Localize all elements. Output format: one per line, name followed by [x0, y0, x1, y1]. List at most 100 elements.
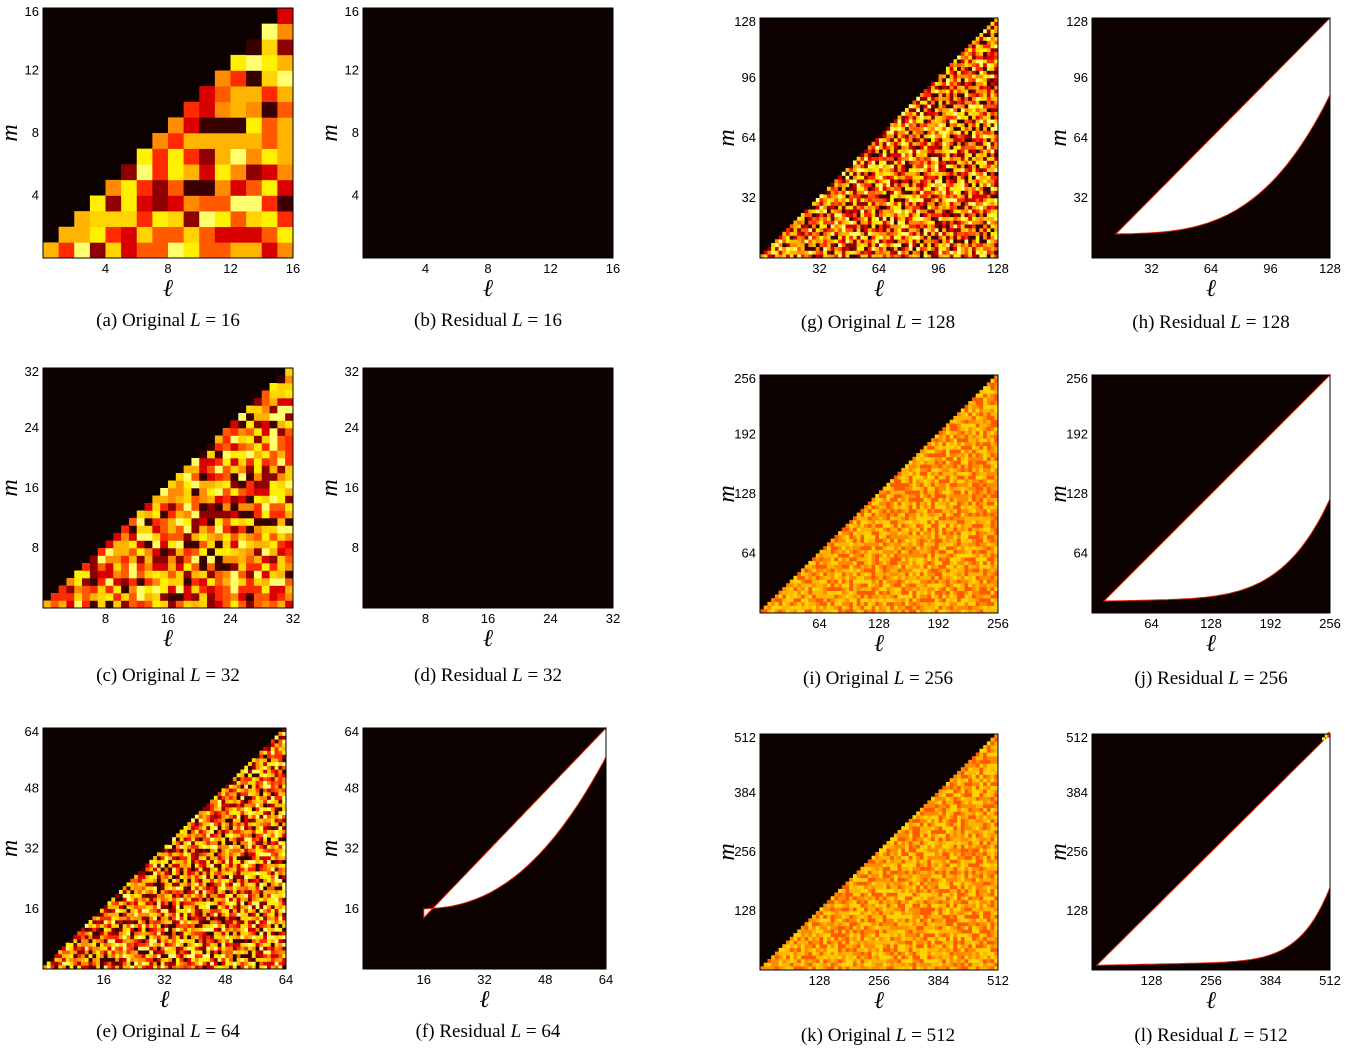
coefficient-cell — [919, 213, 924, 218]
coefficient-cell — [126, 935, 131, 940]
coefficient-cell — [236, 923, 241, 928]
coefficient-cell — [99, 961, 105, 966]
coefficient-cell — [168, 226, 184, 243]
coefficient-cell — [115, 957, 120, 962]
coefficient-cell — [949, 220, 954, 225]
coefficient-cell — [960, 85, 965, 90]
coefficient-cell — [960, 115, 965, 120]
coefficient-cell — [957, 59, 962, 64]
coefficient-cell — [990, 108, 995, 113]
coefficient-cell — [986, 239, 991, 244]
coefficient-cell — [968, 93, 973, 98]
coefficient-cell — [134, 920, 139, 925]
x-tick-label: 16 — [417, 972, 431, 987]
coefficient-cell — [213, 950, 218, 955]
coefficient-cell — [58, 600, 67, 609]
coefficient-cell — [187, 904, 192, 910]
coefficient-cell — [238, 593, 247, 601]
coefficient-cell — [905, 164, 910, 169]
coefficient-cell — [945, 194, 950, 199]
coefficient-cell — [949, 100, 954, 105]
coefficient-cell — [179, 852, 184, 857]
coefficient-cell — [860, 201, 865, 206]
coefficient-cell — [156, 950, 162, 955]
coefficient-cell — [879, 235, 884, 240]
coefficient-cell — [960, 194, 965, 199]
coefficient-cell — [202, 916, 207, 921]
coefficient-cell — [934, 134, 939, 139]
coefficient-cell — [210, 889, 215, 894]
y-axis-label: m — [0, 479, 23, 496]
coefficient-cell — [202, 874, 207, 879]
coefficient-cell — [50, 965, 55, 970]
coefficient-cell — [852, 216, 857, 221]
coefficient-cell — [191, 935, 196, 940]
coefficient-cell — [206, 935, 211, 940]
coefficient-cell — [259, 856, 264, 861]
coefficient-cell — [221, 810, 226, 815]
coefficient-cell — [945, 78, 950, 83]
coefficient-cell — [834, 213, 839, 218]
coefficient-cell — [270, 750, 275, 755]
coefficient-cell — [986, 250, 991, 255]
coefficient-cell — [971, 239, 976, 244]
coefficient-cell — [164, 931, 169, 936]
coefficient-cell — [261, 570, 270, 579]
coefficient-cell — [270, 765, 275, 770]
coefficient-cell — [953, 130, 958, 135]
coefficient-cell — [860, 156, 865, 161]
coefficient-cell — [144, 555, 153, 564]
coefficient-cell — [88, 961, 93, 966]
coefficient-cell — [259, 859, 264, 864]
coefficient-cell — [240, 920, 245, 925]
coefficient-cell — [968, 153, 973, 158]
coefficient-cell — [983, 44, 988, 49]
coefficient-cell — [841, 186, 846, 191]
coefficient-cell — [897, 179, 902, 184]
coefficient-cell — [960, 55, 965, 60]
coefficient-cell — [986, 89, 991, 94]
coefficient-cell — [278, 893, 283, 898]
coefficient-cell — [971, 115, 976, 120]
coefficient-cell — [871, 164, 876, 169]
coefficient-cell — [96, 923, 101, 928]
coefficient-cell — [953, 194, 958, 199]
coefficient-cell — [255, 953, 260, 959]
coefficient-cell — [267, 957, 272, 962]
coefficient-cell — [942, 134, 947, 139]
y-axis-label: m — [317, 840, 343, 857]
coefficient-cell — [199, 600, 208, 609]
coefficient-cell — [949, 198, 954, 203]
coefficient-cell — [261, 480, 270, 489]
coefficient-cell — [278, 897, 283, 902]
coefficient-cell — [875, 220, 880, 225]
coefficient-cell — [912, 228, 917, 233]
coefficient-cell — [282, 822, 287, 827]
coefficient-cell — [221, 901, 226, 906]
coefficient-cell — [97, 578, 106, 586]
coefficient-cell — [897, 183, 902, 188]
coefficient-cell — [979, 250, 984, 255]
coefficient-cell — [210, 803, 215, 808]
coefficient-cell — [986, 59, 991, 64]
coefficient-cell — [845, 224, 850, 229]
coefficient-cell — [905, 250, 910, 255]
coefficient-cell — [238, 548, 247, 556]
coefficient-cell — [945, 175, 950, 180]
coefficient-cell — [194, 837, 199, 842]
panel-caption: (g) Original L = 128 — [778, 312, 978, 334]
coefficient-cell — [222, 488, 231, 496]
coefficient-cell — [864, 250, 869, 255]
coefficient-cell — [270, 874, 275, 879]
coefficient-cell — [261, 525, 270, 534]
coefficient-cell — [202, 867, 207, 872]
coefficient-cell — [953, 235, 958, 240]
coefficient-cell — [251, 935, 256, 940]
coefficient-cell — [975, 209, 980, 214]
coefficient-cell — [890, 138, 895, 143]
coefficient-cell — [841, 183, 846, 188]
coefficient-cell — [149, 863, 154, 868]
coefficient-cell — [122, 923, 127, 928]
coefficient-cell — [240, 792, 245, 797]
